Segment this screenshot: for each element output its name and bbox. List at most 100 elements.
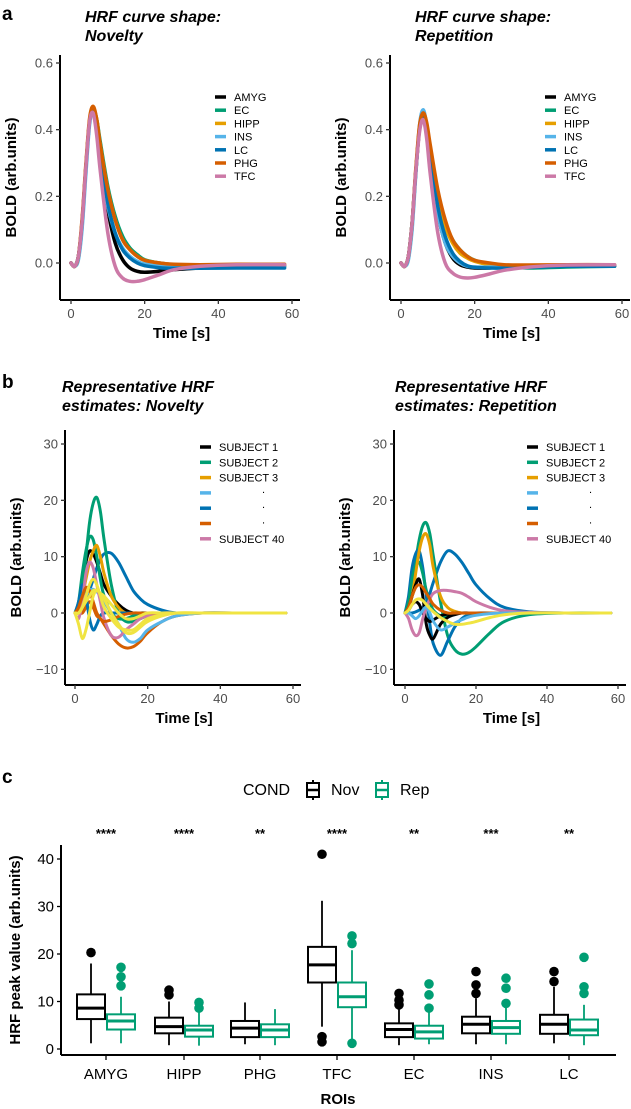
- x-tick-label: LC: [559, 1066, 578, 1083]
- legend: SUBJECT 1 SUBJECT 2 SUBJECT 3... SUBJECT 40: [200, 442, 284, 546]
- outlier-point: [116, 972, 126, 982]
- y-axis-title: HRF peak value (arb.units): [7, 855, 24, 1044]
- x-tick-label: 0: [397, 306, 404, 321]
- outlier-point: [347, 931, 357, 941]
- significance-label: ****: [174, 826, 195, 841]
- y-tick-label: 30: [373, 437, 387, 452]
- outlier-point: [501, 983, 511, 993]
- y-tick-label: 10: [44, 549, 58, 564]
- chart-title: Novelty: [85, 28, 144, 45]
- y-tick-label: 10: [37, 994, 54, 1011]
- outlier-point: [471, 988, 481, 999]
- outlier-point: [317, 849, 327, 860]
- legend-label: SUBJECT 2: [219, 457, 278, 469]
- panel-letter-b: b: [2, 372, 14, 393]
- y-tick-label: 0: [380, 606, 387, 621]
- box-hipp-nov: [154, 985, 184, 1046]
- chart-title: Representative HRF: [395, 379, 548, 396]
- series-line-tfc: [69, 110, 287, 284]
- y-tick-label: 0.4: [35, 122, 53, 137]
- x-tick-label: 60: [285, 306, 299, 321]
- legend-label: TFC: [564, 171, 585, 183]
- y-tick-label: 0.0: [365, 256, 383, 271]
- legend-label: .: [262, 499, 265, 511]
- x-tick-label: 20: [140, 691, 154, 706]
- legend-label: .: [589, 515, 592, 527]
- y-tick-label: −10: [36, 662, 58, 677]
- outlier-point: [579, 952, 589, 963]
- series-line: [403, 588, 613, 638]
- panel-letter-c: c: [2, 767, 13, 788]
- legend-label: PHG: [234, 158, 258, 170]
- chart-title: Representative HRF: [62, 379, 215, 396]
- x-axis-title: Time [s]: [153, 325, 210, 342]
- line-chart-1: HRF curve shape: Novelty 0.0 0.2 0.4 0.6 0 20 4…: [3, 9, 300, 342]
- box-amyg-rep: [106, 962, 136, 1044]
- x-tick-label: 0: [67, 306, 74, 321]
- x-tick-label: 40: [211, 306, 225, 321]
- x-tick-label: EC: [404, 1066, 425, 1083]
- legend-label: SUBJECT 1: [219, 442, 278, 454]
- legend-label: .: [262, 484, 265, 496]
- outlier-point: [164, 985, 174, 995]
- significance-label: ***: [483, 826, 499, 841]
- box-hipp-rep: [184, 997, 214, 1046]
- legend-label: SUBJECT 1: [546, 442, 605, 454]
- x-axis-title: Time [s]: [483, 710, 540, 727]
- y-tick-label: 0.4: [365, 122, 383, 137]
- outlier-point: [501, 998, 511, 1009]
- x-tick-label: 20: [469, 691, 483, 706]
- legend-label: PHG: [564, 158, 588, 170]
- series-line: [403, 549, 613, 615]
- legend-label: SUBJECT 2: [546, 457, 605, 469]
- legend-label: Rep: [400, 782, 429, 799]
- outlier-point: [347, 938, 357, 949]
- legend-title: COND: [243, 782, 290, 799]
- outlier-point: [424, 1003, 434, 1013]
- box-tfc-rep: [337, 931, 367, 1049]
- legend-label: .: [589, 499, 592, 511]
- line-chart-4: Representative HRF estimates: Repetition…: [337, 379, 626, 727]
- outlier-point: [424, 979, 434, 989]
- x-tick-label: 0: [71, 691, 78, 706]
- outlier-point: [394, 995, 404, 1005]
- x-axis-title: ROIs: [320, 1091, 355, 1108]
- legend-label: LC: [234, 145, 248, 157]
- panel-letter-a: a: [2, 4, 13, 25]
- box-iqr: [337, 981, 367, 1009]
- series-line-tfc: [399, 117, 617, 280]
- y-tick-label: 0.6: [35, 56, 53, 71]
- box-ins-rep: [491, 973, 521, 1045]
- legend-key-box-icon: [375, 780, 389, 800]
- box-amyg-nov: [76, 947, 106, 1044]
- legend-label: EC: [234, 105, 249, 117]
- legend-label: TFC: [234, 171, 255, 183]
- outlier-point: [116, 962, 126, 973]
- significance-label: ****: [96, 826, 117, 841]
- line-chart-2: HRF curve shape: Repetition 0.0 0.2 0.4 0.6 0…: [333, 9, 630, 342]
- x-tick-label: 60: [615, 306, 629, 321]
- significance-label: **: [255, 826, 266, 841]
- series-line: [403, 597, 613, 627]
- legend-label: SUBJECT 40: [546, 534, 611, 546]
- y-tick-label: −10: [365, 662, 387, 677]
- box-ec-nov: [384, 988, 414, 1046]
- y-tick-label: 30: [44, 437, 58, 452]
- significance-label: ****: [327, 826, 348, 841]
- outlier-point: [549, 966, 559, 977]
- box-tfc-nov: [307, 849, 337, 1047]
- x-tick-label: 60: [286, 691, 300, 706]
- outlier-point: [394, 988, 404, 999]
- x-tick-label: 20: [467, 306, 481, 321]
- y-tick-label: 10: [373, 549, 387, 564]
- chart-title: estimates: Repetition: [395, 398, 557, 415]
- outlier-point: [579, 988, 589, 999]
- y-tick-label: 0: [46, 1041, 54, 1058]
- legend-label: AMYG: [564, 92, 596, 104]
- x-tick-label: 40: [213, 691, 227, 706]
- x-axis-title: Time [s]: [155, 710, 212, 727]
- x-tick-label: AMYG: [84, 1066, 128, 1083]
- chart-title: Repetition: [415, 28, 493, 45]
- legend-label: .: [262, 515, 265, 527]
